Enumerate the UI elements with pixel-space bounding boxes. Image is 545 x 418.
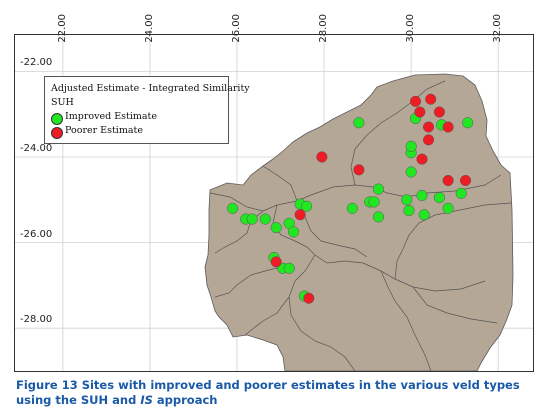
improved-site-point (301, 200, 313, 212)
improved-site-point (442, 202, 454, 214)
improved-site-point (405, 140, 417, 152)
latitude-label: -24.00 (20, 142, 53, 154)
site-points (227, 93, 474, 304)
legend-improved-label: Improved Estimate (65, 111, 157, 122)
poorer-estimate-series (270, 93, 472, 304)
poorer-site-point (294, 209, 306, 221)
improved-site-point (346, 202, 358, 214)
poorer-site-point (442, 174, 454, 187)
caption-text-part1: Sites with improved and poorer estimates… (16, 378, 520, 407)
legend-title: Adjusted Estimate - Integrated Similarit… (51, 83, 250, 94)
latitude-label: -26.00 (20, 228, 53, 240)
improved-site-point (403, 204, 415, 217)
poorer-site-point (303, 292, 315, 304)
poorer-site-point (353, 164, 365, 176)
improved-site-point (288, 226, 300, 238)
latitude-label: -22.00 (20, 57, 53, 69)
improved-site-point (372, 211, 385, 223)
poorer-site-point (422, 121, 435, 133)
legend-poorer-label: Poorer Estimate (65, 125, 143, 136)
map-frame (14, 34, 534, 372)
improved-site-point (462, 117, 474, 129)
improved-site-point (368, 196, 380, 208)
improved-site-point (418, 209, 430, 221)
poorer-site-point (459, 174, 472, 187)
poorer-site-point (422, 134, 435, 146)
poorer-site-point (409, 95, 422, 107)
longitude-label: 28.00 (318, 14, 330, 43)
caption-text-part2: approach (152, 393, 218, 407)
figure-label: Figure 13 (16, 378, 78, 392)
improved-site-point (283, 262, 295, 274)
longitude-label: 26.00 (231, 14, 242, 43)
improved-site-point (433, 192, 445, 204)
longitude-label: 32.00 (492, 14, 504, 43)
poorer-site-point (414, 106, 426, 118)
longitude-label: 30.00 (405, 14, 417, 43)
improved-site-point (353, 117, 365, 129)
improved-site-point (401, 194, 413, 206)
poorer-site-point (270, 256, 282, 268)
improved-site-point (270, 222, 282, 234)
latitude-label: -28.00 (20, 314, 53, 326)
longitude-label: 24.00 (143, 14, 155, 43)
poorer-site-point (316, 151, 328, 163)
map-canvas (15, 35, 533, 371)
map-legend: Adjusted Estimate - Integrated Similarit… (44, 76, 250, 144)
improved-site-point (259, 213, 271, 225)
figure-caption: Figure 13 Sites with improved and poorer… (16, 378, 536, 408)
poorer-site-point (416, 153, 428, 165)
poorer-site-point (433, 106, 445, 118)
poorer-site-point (442, 121, 454, 133)
legend-improved-marker (51, 113, 63, 125)
improved-site-point (455, 187, 467, 199)
improved-site-point (405, 166, 417, 178)
land-region (204, 73, 514, 371)
longitude-label: 22.00 (56, 14, 68, 43)
improved-site-point (227, 202, 239, 214)
improved-site-point (372, 183, 385, 195)
legend-poorer-marker (51, 127, 63, 139)
improved-site-point (416, 189, 428, 202)
poorer-site-point (425, 93, 437, 105)
improved-site-point (246, 213, 258, 225)
legend-subtitle: SUH (51, 97, 74, 108)
caption-italic-term: IS (140, 393, 153, 407)
